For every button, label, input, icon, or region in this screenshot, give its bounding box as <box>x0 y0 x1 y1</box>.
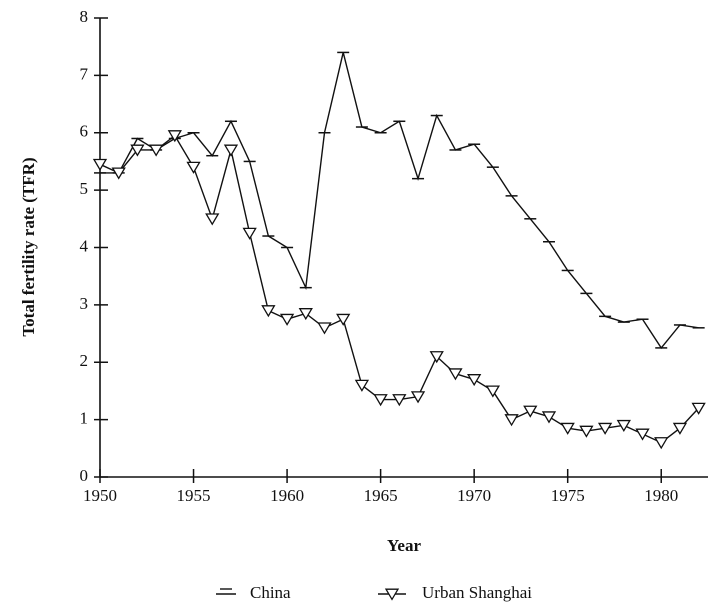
y-tick-label: 6 <box>80 122 89 141</box>
marker <box>541 411 557 424</box>
legend-marker <box>384 588 400 601</box>
marker <box>579 425 594 438</box>
marker <box>111 167 126 180</box>
marker <box>597 422 613 435</box>
marker <box>616 419 631 433</box>
legend-label: Urban Shanghai <box>422 583 532 602</box>
marker <box>130 144 145 157</box>
y-tick-label: 7 <box>80 64 89 83</box>
marker <box>317 322 332 335</box>
marker <box>167 130 182 143</box>
y-tick-label: 0 <box>80 466 89 485</box>
x-tick-label: 1975 <box>551 486 585 505</box>
marker <box>92 158 108 171</box>
y-tick-label: 3 <box>80 294 89 313</box>
marker <box>279 313 295 326</box>
marker <box>654 437 669 450</box>
marker <box>485 385 500 398</box>
marker <box>635 428 650 441</box>
marker <box>205 213 220 226</box>
legend-label: China <box>250 583 291 602</box>
x-tick-label: 1950 <box>83 486 117 505</box>
y-tick-label: 4 <box>80 236 89 255</box>
marker <box>336 313 351 326</box>
marker <box>242 227 257 240</box>
marker <box>429 351 444 364</box>
marker <box>467 374 482 387</box>
marker <box>148 144 164 157</box>
marker <box>186 161 201 174</box>
marker <box>392 394 407 407</box>
y-tick-label: 8 <box>80 7 89 26</box>
x-tick-label: 1965 <box>364 486 398 505</box>
marker <box>672 422 688 435</box>
x-axis-label: Year <box>387 536 421 555</box>
marker <box>261 305 276 318</box>
x-tick-label: 1970 <box>457 486 491 505</box>
y-tick-label: 1 <box>80 409 89 428</box>
marker <box>373 394 388 407</box>
marker <box>354 379 370 392</box>
x-tick-label: 1960 <box>270 486 304 505</box>
marker <box>223 144 239 157</box>
marker <box>504 414 519 427</box>
y-tick-label: 5 <box>80 179 89 198</box>
marker <box>410 391 426 404</box>
marker <box>448 368 463 381</box>
x-tick-label: 1955 <box>177 486 211 505</box>
marker <box>298 308 313 321</box>
y-tick-label: 2 <box>80 351 89 370</box>
y-axis-label: Total fertility rate (TFR) <box>19 157 38 336</box>
x-tick-label: 1980 <box>644 486 678 505</box>
marker <box>691 402 706 415</box>
marker <box>560 422 575 435</box>
marker <box>523 405 538 418</box>
series-line <box>100 52 699 350</box>
